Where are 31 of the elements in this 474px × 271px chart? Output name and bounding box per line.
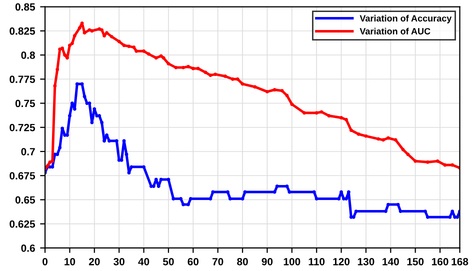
y-tick-label: 0.8 — [21, 52, 35, 59]
x-tick-label: 40 — [138, 258, 150, 266]
x-tick-label: 100 — [284, 258, 300, 266]
y-tick-label: 0.6 — [21, 244, 35, 252]
x-tick-label: 70 — [212, 258, 224, 266]
y-tick-label: 0.65 — [15, 196, 36, 204]
y-tick-label: 0.625 — [10, 220, 36, 228]
x-tick-label: 30 — [114, 258, 124, 266]
x-tick-label: 60 — [188, 258, 199, 266]
x-tick-label: 0 — [42, 258, 48, 266]
x-tick-label: 90 — [262, 258, 273, 266]
x-tick-label: 120 — [333, 258, 350, 266]
y-tick-label: 0.85 — [15, 3, 36, 11]
y-tick-label: 0.675 — [10, 172, 36, 180]
x-tick-label: 168 — [452, 258, 468, 266]
x-tick-label: 150 — [407, 258, 424, 266]
legend-label: Variation of AUC — [360, 28, 430, 34]
legend-label: Variation of Accuracy — [360, 14, 452, 24]
x-tick-label: 20 — [88, 258, 100, 266]
x-tick-label: 80 — [237, 258, 248, 266]
x-tick-label: 160 — [432, 258, 448, 266]
y-tick-label: 0.7 — [21, 148, 35, 156]
y-tick-label: 0.825 — [10, 27, 36, 35]
x-tick-label: 140 — [382, 258, 399, 266]
x-tick-label: 10 — [64, 258, 76, 266]
x-tick-label: 130 — [358, 258, 374, 266]
x-tick-label: 110 — [308, 258, 325, 266]
y-tick-label: 0.775 — [10, 76, 36, 84]
y-tick-label: 0.725 — [10, 124, 36, 132]
x-tick-label: 50 — [162, 258, 174, 266]
y-tick-label: 0.75 — [15, 100, 36, 108]
